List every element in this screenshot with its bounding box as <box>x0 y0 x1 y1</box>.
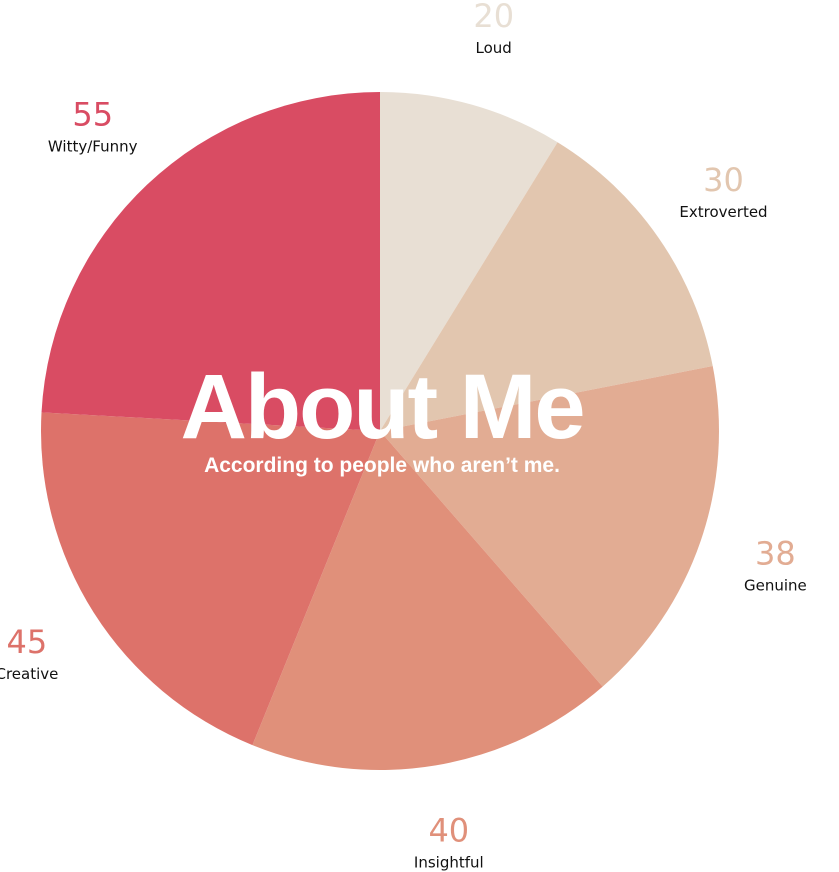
pie-slice-insightful <box>252 431 603 770</box>
pie-labels: 20 Loud 30 Extroverted 38 Genuine 40 Insightful… <box>0 0 807 871</box>
slice-label-loud: Loud <box>476 39 512 57</box>
slice-label-insightful: Insightful <box>414 853 484 871</box>
slice-value-loud: 20 <box>473 0 514 35</box>
chart-subtitle: According to people who aren’t me. <box>204 454 560 477</box>
chart-title: About Me <box>180 356 583 458</box>
slice-value-genuine: 38 <box>755 535 796 573</box>
pie-slice-genuine <box>380 366 719 687</box>
slice-value-witty-funny: 55 <box>72 95 113 133</box>
pie-slice-extroverted <box>380 142 713 431</box>
pie-slices <box>40 92 719 770</box>
slice-label-witty-funny: Witty/Funny <box>48 137 138 155</box>
slice-label-genuine: Genuine <box>744 577 807 595</box>
pie-slice-witty-funny <box>41 92 380 431</box>
slice-value-creative: 45 <box>7 623 48 661</box>
slice-value-extroverted: 30 <box>703 161 744 199</box>
slice-label-creative: Creative <box>0 665 58 683</box>
slice-label-extroverted: Extroverted <box>679 203 767 221</box>
slice-value-insightful: 40 <box>428 811 469 849</box>
pie-slice-loud <box>380 92 558 431</box>
pie-slice-creative <box>40 412 380 746</box>
